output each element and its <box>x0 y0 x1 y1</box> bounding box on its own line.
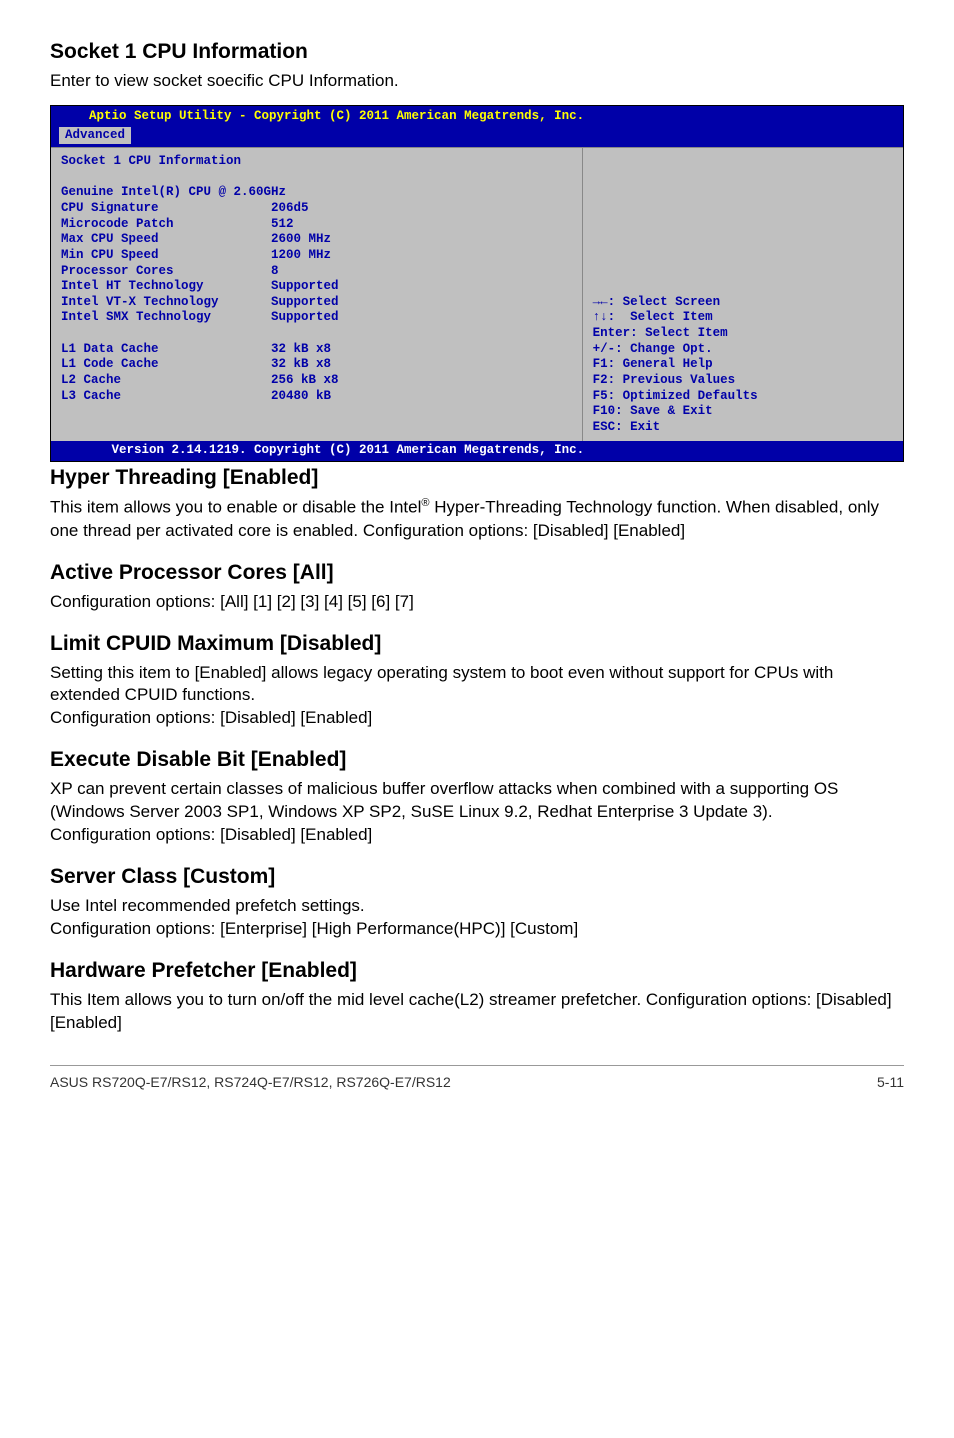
section1-desc: Enter to view socket soecific CPU Inform… <box>50 70 904 93</box>
page-footer: ASUS RS720Q-E7/RS12, RS724Q-E7/RS12, RS7… <box>50 1065 904 1090</box>
bios-body: Socket 1 CPU Information Genuine Intel(R… <box>51 147 903 441</box>
bios-titlebar: Aptio Setup Utility - Copyright (C) 2011… <box>51 106 903 127</box>
section3-desc: Configuration options: [All] [1] [2] [3]… <box>50 591 904 614</box>
section5-desc: XP can prevent certain classes of malici… <box>50 778 904 847</box>
footer-right: 5-11 <box>877 1074 904 1090</box>
bios-right-pane: →←: Select Screen ↑↓: Select Item Enter:… <box>583 147 903 441</box>
bios-left-pane: Socket 1 CPU Information Genuine Intel(R… <box>51 147 583 441</box>
section4-desc: Setting this item to [Enabled] allows le… <box>50 662 904 731</box>
bios-tab-advanced: Advanced <box>59 127 131 145</box>
section2-desc-a: This item allows you to enable or disabl… <box>50 498 421 517</box>
section5-title: Execute Disable Bit [Enabled] <box>50 748 904 772</box>
section4-title: Limit CPUID Maximum [Disabled] <box>50 632 904 656</box>
footer-left: ASUS RS720Q-E7/RS12, RS724Q-E7/RS12, RS7… <box>50 1074 451 1090</box>
section6-title: Server Class [Custom] <box>50 865 904 889</box>
section6-desc: Use Intel recommended prefetch settings.… <box>50 895 904 941</box>
section1-title: Socket 1 CPU Information <box>50 40 904 64</box>
section2-title: Hyper Threading [Enabled] <box>50 466 904 490</box>
bios-tabrow: Advanced <box>51 127 903 148</box>
section7-title: Hardware Prefetcher [Enabled] <box>50 959 904 983</box>
section7-desc: This Item allows you to turn on/off the … <box>50 989 904 1035</box>
reg-mark: ® <box>421 497 429 509</box>
section2-desc: This item allows you to enable or disabl… <box>50 496 904 543</box>
bios-screenshot: Aptio Setup Utility - Copyright (C) 2011… <box>50 105 904 462</box>
bios-footer: Version 2.14.1219. Copyright (C) 2011 Am… <box>51 441 903 461</box>
section3-title: Active Processor Cores [All] <box>50 561 904 585</box>
